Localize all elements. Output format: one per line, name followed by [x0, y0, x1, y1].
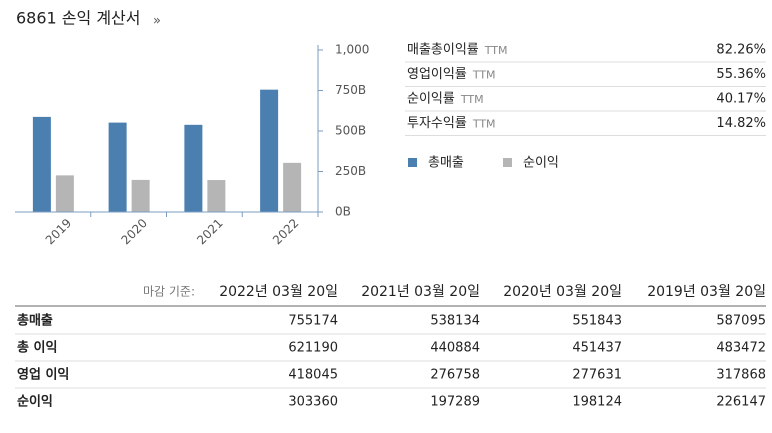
- column-header: 2019년 03월 20일: [647, 284, 766, 300]
- cell: 551843: [572, 314, 622, 329]
- x-tick-label: 2022: [270, 216, 301, 247]
- legend-label: 순이익: [523, 156, 559, 171]
- cell: 198124: [572, 395, 622, 410]
- row-label: 영업 이익: [17, 367, 69, 383]
- cell: 276758: [430, 368, 480, 383]
- legend-label: 총매출: [428, 156, 464, 171]
- metric-name: 영업이익률: [407, 67, 467, 82]
- cell: 226147: [716, 395, 766, 410]
- bar: [32, 116, 51, 212]
- metric-period: TTM: [484, 44, 508, 57]
- x-tick-label: 2021: [194, 216, 225, 247]
- metric-value: 55.36%: [716, 67, 766, 82]
- row-label: 총매출: [17, 313, 53, 329]
- metric-period: TTM: [472, 69, 496, 82]
- x-tick-label: 2019: [43, 216, 74, 247]
- metric-value: 82.26%: [716, 43, 766, 58]
- title: 6861 손익 계산서: [16, 9, 141, 28]
- column-header: 2021년 03월 20일: [361, 284, 480, 300]
- cell: 483472: [716, 341, 766, 356]
- row-label: 총 이익: [17, 340, 57, 356]
- table-label: 마감 기준:: [143, 285, 195, 299]
- more-link[interactable]: »: [153, 14, 161, 29]
- column-header: 2022년 03월 20일: [219, 284, 338, 300]
- bar: [184, 124, 203, 212]
- metric-period: TTM: [460, 93, 484, 106]
- bar: [131, 179, 150, 212]
- metric-value: 40.17%: [716, 92, 766, 107]
- y-tick-label: 250B: [335, 164, 366, 178]
- x-tick-label: 2020: [119, 216, 150, 247]
- cell: 440884: [430, 341, 480, 356]
- bar: [260, 89, 279, 212]
- cell: 538134: [430, 314, 480, 329]
- metric-name: 투자수익률: [407, 116, 467, 131]
- bar: [207, 180, 226, 212]
- metric-period: TTM: [472, 118, 496, 131]
- legend-swatch: [503, 158, 512, 167]
- cell: 197289: [430, 395, 480, 410]
- y-tick-label: 1,000: [335, 43, 369, 57]
- cell: 587095: [716, 314, 766, 329]
- metric-value: 14.82%: [716, 116, 766, 131]
- bar: [108, 122, 127, 212]
- cell: 621190: [288, 341, 338, 356]
- y-tick-label: 0B: [335, 205, 351, 219]
- bar: [55, 175, 74, 212]
- y-tick-label: 750B: [335, 83, 366, 97]
- legend-swatch: [408, 158, 417, 167]
- cell: 755174: [288, 314, 338, 329]
- bar: [283, 162, 302, 212]
- cell: 317868: [716, 368, 766, 383]
- column-header: 2020년 03월 20일: [503, 284, 622, 300]
- cell: 418045: [288, 368, 338, 383]
- cell: 277631: [572, 368, 622, 383]
- row-label: 순이익: [17, 394, 53, 410]
- cell: 303360: [288, 395, 338, 410]
- metric-name: 매출총이익률: [407, 43, 479, 58]
- metric-name: 순이익률: [407, 92, 455, 107]
- cell: 451437: [572, 341, 622, 356]
- y-tick-label: 500B: [335, 124, 366, 138]
